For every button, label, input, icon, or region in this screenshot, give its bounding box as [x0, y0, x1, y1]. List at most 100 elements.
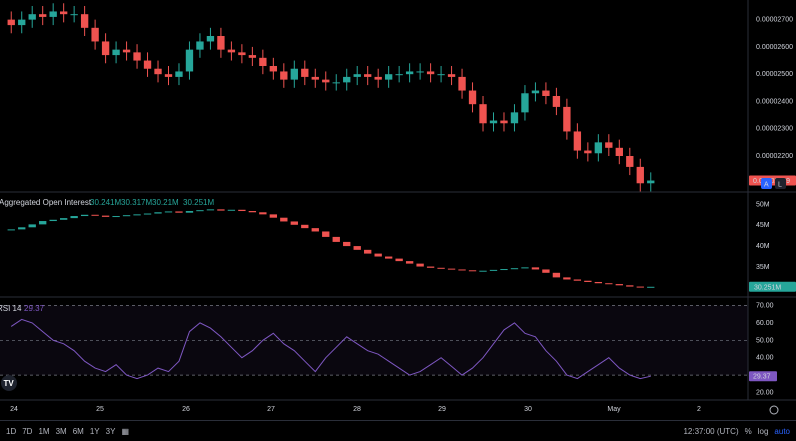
oi-candle[interactable] — [584, 280, 592, 282]
oi-candle[interactable] — [280, 217, 288, 222]
oi-candle[interactable] — [447, 268, 456, 270]
oi-candle[interactable] — [332, 236, 340, 242]
oi-candle[interactable] — [626, 285, 634, 287]
time-axis[interactable]: 24 25 26 27 28 29 30 May 2 — [10, 405, 779, 415]
candle-body[interactable] — [447, 74, 456, 77]
candle-body[interactable] — [301, 68, 309, 77]
oi-candle[interactable] — [238, 209, 246, 212]
oi-candle[interactable] — [59, 218, 68, 220]
oi-candle[interactable] — [290, 221, 298, 225]
candle-body[interactable] — [7, 19, 15, 26]
oi-candle[interactable] — [364, 249, 372, 254]
oi-candle[interactable] — [122, 215, 131, 217]
candle-body[interactable] — [573, 131, 582, 151]
oi-candle[interactable] — [468, 270, 477, 272]
oi-candle[interactable] — [510, 268, 519, 270]
candle-body[interactable] — [332, 82, 340, 84]
candle-body[interactable] — [259, 57, 267, 66]
range-7d-button[interactable]: 7D — [22, 426, 33, 436]
oi-candle[interactable] — [311, 228, 319, 232]
candle-body[interactable] — [521, 93, 529, 113]
clock-display[interactable]: 12:37:00 (UTC) — [683, 426, 739, 436]
candle-body[interactable] — [217, 36, 225, 50]
oi-candle[interactable] — [28, 224, 36, 228]
oi-candle[interactable] — [112, 216, 120, 218]
candle-body[interactable] — [458, 76, 466, 91]
oi-candle[interactable] — [248, 211, 257, 213]
oi-candle[interactable] — [343, 241, 351, 247]
candle-body[interactable] — [647, 180, 655, 184]
candle-body[interactable] — [175, 71, 183, 77]
scale-button-l[interactable] — [775, 178, 786, 189]
oi-candle[interactable] — [18, 227, 26, 230]
oi-candle[interactable] — [384, 256, 393, 259]
oi-candle[interactable] — [647, 286, 655, 288]
candle-body[interactable] — [227, 49, 236, 53]
oi-candle[interactable] — [500, 269, 508, 271]
range-1y-button[interactable]: 1Y — [89, 426, 100, 436]
oi-candle[interactable] — [416, 263, 424, 267]
oi-candle[interactable] — [531, 267, 540, 270]
candle-body[interactable] — [416, 71, 424, 73]
candle-body[interactable] — [405, 71, 414, 75]
candle-body[interactable] — [468, 90, 477, 105]
candle-body[interactable] — [101, 41, 110, 56]
range-1m-button[interactable]: 1M — [38, 426, 50, 436]
oi-candle[interactable] — [426, 266, 435, 268]
oi-candle[interactable] — [175, 211, 183, 213]
candle-body[interactable] — [510, 112, 519, 124]
candle-body[interactable] — [28, 14, 36, 20]
candle-body[interactable] — [636, 166, 644, 184]
oi-candle[interactable] — [605, 283, 613, 285]
candle-body[interactable] — [91, 27, 99, 42]
range-1d-button[interactable]: 1D — [6, 426, 17, 436]
oi-candle[interactable] — [7, 229, 15, 231]
oi-candle[interactable] — [101, 215, 110, 217]
oi-candle[interactable] — [49, 219, 57, 222]
candle-body[interactable] — [364, 74, 372, 77]
candle-body[interactable] — [185, 49, 194, 72]
candle-body[interactable] — [384, 74, 393, 80]
oi-candle[interactable] — [479, 270, 487, 272]
candle-body[interactable] — [615, 147, 623, 156]
oi-candle[interactable] — [521, 267, 529, 269]
oi-candle[interactable] — [164, 211, 173, 213]
oi-candle[interactable] — [259, 212, 267, 215]
oi-candle[interactable] — [227, 209, 236, 211]
price-pane[interactable]: 0.00002700 0.00002600 0.00002500 0.00002400… — [7, 3, 796, 192]
oi-candle[interactable] — [552, 272, 561, 278]
candle-body[interactable] — [112, 49, 120, 56]
oi-candle[interactable] — [594, 281, 603, 284]
oi-candle[interactable] — [489, 269, 498, 271]
oi-candle[interactable] — [636, 286, 644, 288]
auto-toggle[interactable]: auto — [774, 426, 790, 436]
oi-candle[interactable] — [405, 261, 414, 264]
candle-body[interactable] — [280, 71, 288, 80]
oi-candle[interactable] — [615, 284, 623, 286]
candle-body[interactable] — [479, 104, 487, 124]
candle-body[interactable] — [18, 19, 26, 26]
range-6m-button[interactable]: 6M — [72, 426, 84, 436]
oi-candle[interactable] — [143, 213, 152, 215]
candle-body[interactable] — [531, 90, 540, 94]
oi-candle[interactable] — [196, 210, 204, 212]
candle-body[interactable] — [133, 52, 141, 61]
oi-candle[interactable] — [395, 258, 403, 262]
candle-body[interactable] — [426, 71, 435, 75]
candle-body[interactable] — [584, 150, 592, 154]
candle-body[interactable] — [59, 11, 68, 15]
oi-candle[interactable] — [154, 212, 162, 214]
oi-candle[interactable] — [374, 253, 382, 257]
candle-body[interactable] — [290, 68, 298, 80]
range-3m-button[interactable]: 3M — [55, 426, 67, 436]
calendar-icon[interactable]: ▦ — [121, 426, 129, 436]
candle-body[interactable] — [39, 14, 47, 17]
oi-candle[interactable] — [269, 214, 278, 218]
range-3y-button[interactable]: 3Y — [105, 426, 116, 436]
candle-body[interactable] — [143, 60, 152, 69]
candle-body[interactable] — [49, 11, 57, 17]
candle-body[interactable] — [269, 66, 278, 72]
percent-toggle[interactable]: % — [744, 426, 752, 436]
